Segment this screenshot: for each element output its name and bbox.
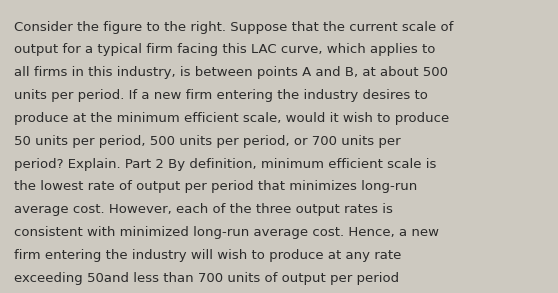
Text: average cost. However, each of the three output rates is: average cost. However, each of the three… (14, 203, 393, 216)
Text: firm entering the industry will wish to produce at any rate: firm entering the industry will wish to … (14, 249, 401, 262)
Text: exceeding 50and less than 700 units of output per period: exceeding 50and less than 700 units of o… (14, 272, 399, 285)
Text: period? Explain. Part 2 By definition, minimum efficient scale is: period? Explain. Part 2 By definition, m… (14, 158, 436, 171)
Text: units per period. If a new firm entering the industry desires to: units per period. If a new firm entering… (14, 89, 428, 102)
Text: produce at the minimum efficient scale, would it wish to produce: produce at the minimum efficient scale, … (14, 112, 449, 125)
Text: Consider the figure to the right. Suppose that the current scale of: Consider the figure to the right. Suppos… (14, 21, 453, 33)
Text: all firms in this industry, is between points A and B, at about 500: all firms in this industry, is between p… (14, 66, 448, 79)
Text: consistent with minimized long-run average cost. Hence, a new: consistent with minimized long-run avera… (14, 226, 439, 239)
Text: 50 units per period, 500 units per period, or 700 units per: 50 units per period, 500 units per perio… (14, 135, 401, 148)
Text: the lowest rate of output per period that minimizes long-run: the lowest rate of output per period tha… (14, 180, 417, 193)
Text: output for a typical firm facing this LAC curve, which applies to: output for a typical firm facing this LA… (14, 43, 435, 56)
